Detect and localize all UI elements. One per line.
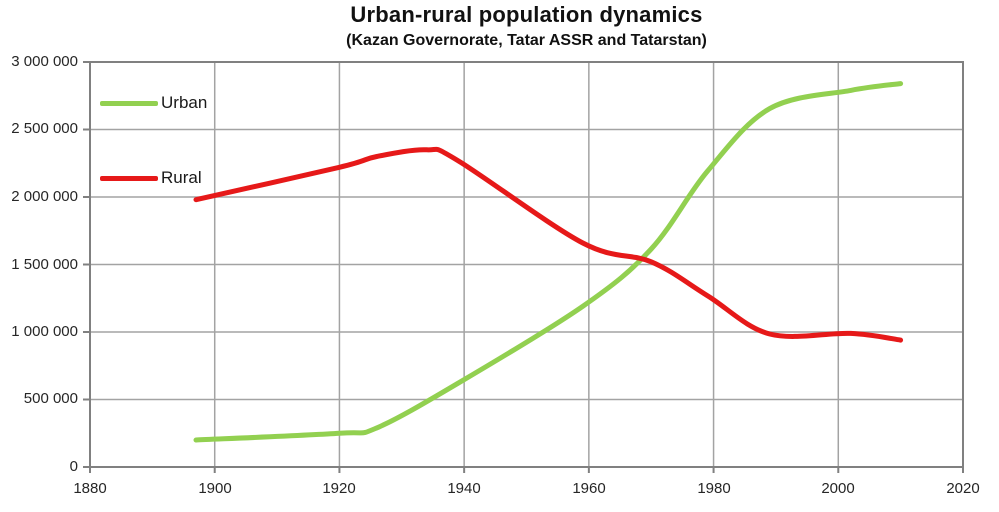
x-axis-tick-label: 1980	[697, 480, 731, 497]
x-axis-tick-label: 2020	[946, 480, 980, 497]
rural-line-swatch-icon	[100, 175, 158, 181]
y-axis-tick-label: 1 000 000	[11, 323, 78, 340]
chart-subtitle: (Kazan Governorate, Tatar ASSR and Tatar…	[346, 32, 707, 49]
x-axis-tick-label: 2000	[821, 480, 855, 497]
y-axis-tick-label: 500 000	[23, 390, 78, 407]
chart-title: Urban-rural population dynamics	[350, 2, 703, 27]
y-axis-tick-label: 2 000 000	[11, 188, 78, 205]
y-axis-tick-label: 2 500 000	[11, 120, 78, 137]
x-axis-tick-label: 1960	[572, 480, 606, 497]
x-axis-tick-label: 1880	[73, 480, 107, 497]
x-axis-tick-label: 1900	[198, 480, 232, 497]
urban-line-swatch-icon	[100, 100, 158, 106]
x-axis-tick-label: 1920	[322, 480, 356, 497]
x-axis-tick-label: 1940	[447, 480, 481, 497]
legend-label-urban: Urban	[161, 93, 208, 112]
legend-label-rural: Rural	[161, 168, 202, 187]
legend-item-urban: Urban	[100, 92, 207, 114]
legend-item-rural: Rural	[100, 167, 202, 189]
y-axis-tick-label: 1 500 000	[11, 256, 78, 273]
y-axis-tick-label: 3 000 000	[11, 53, 78, 70]
y-axis-tick-label: 0	[69, 458, 78, 475]
